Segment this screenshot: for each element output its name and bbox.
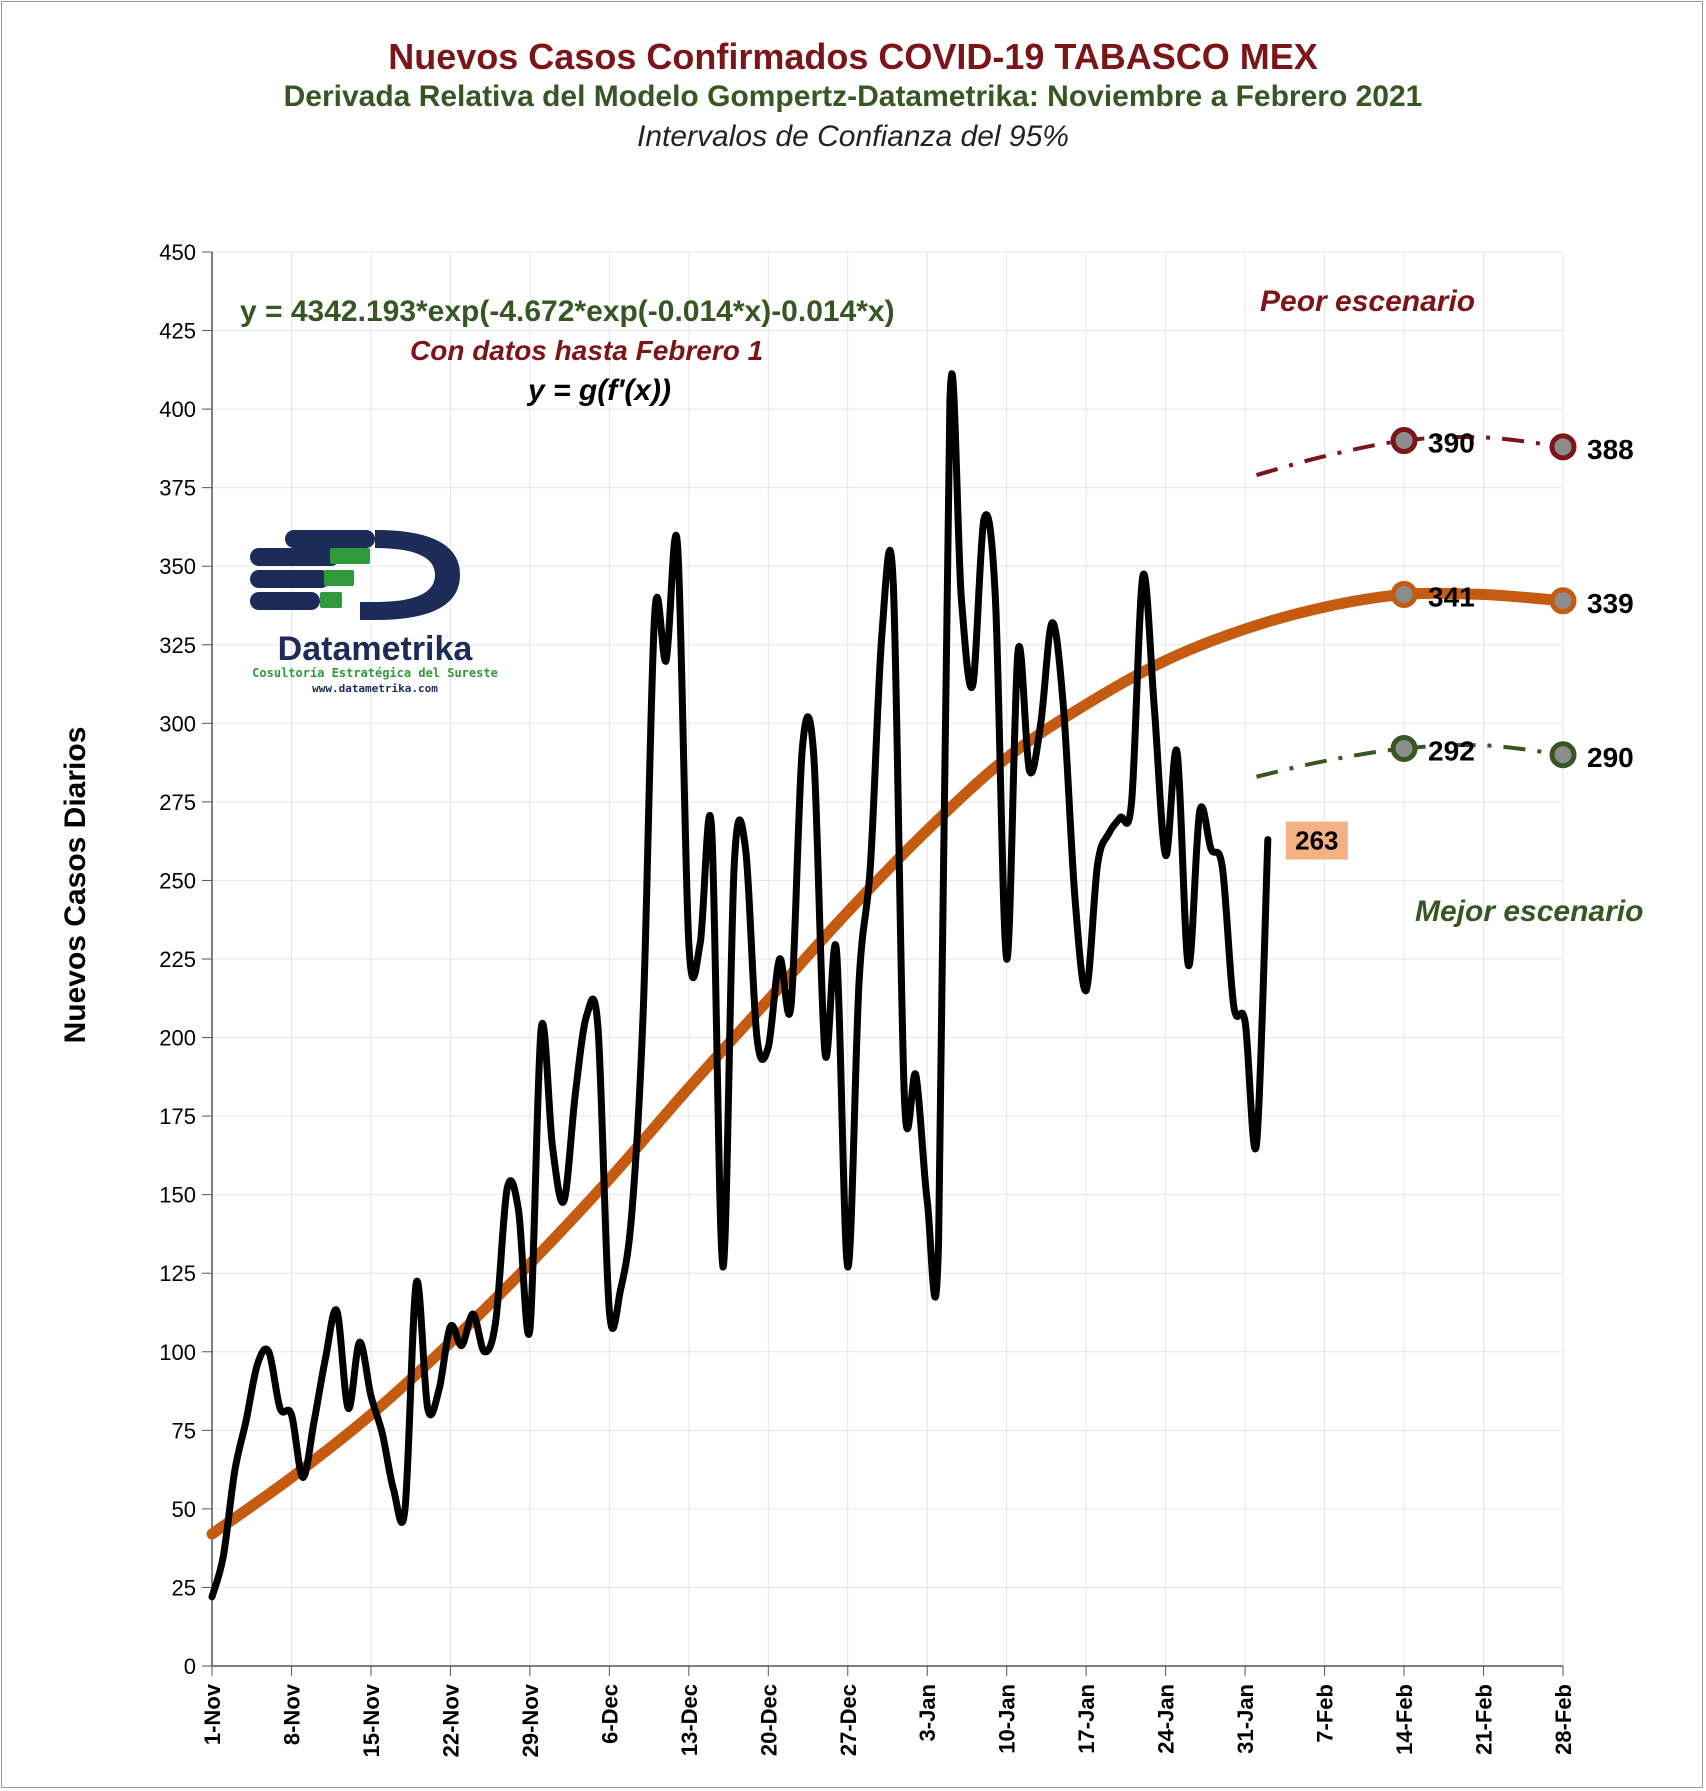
datametrika-logo: Datametrika Cosultoría Estratégica del S… bbox=[230, 520, 520, 695]
x-tick-label: 7-Feb bbox=[1313, 1684, 1338, 1743]
x-tick-label: 6-Dec bbox=[597, 1684, 622, 1744]
worst-scenario-label: Peor escenario bbox=[1260, 285, 1476, 318]
x-tick-label: 10-Jan bbox=[995, 1684, 1020, 1754]
y-tick-label: 100 bbox=[159, 1340, 196, 1365]
x-tick-label: 17-Jan bbox=[1074, 1684, 1099, 1754]
data-label: 390 bbox=[1428, 428, 1475, 459]
tick-labels: 0 25 50 75 100 125 150 175 200 225 250 275 300 325 350… bbox=[159, 240, 1633, 1757]
y-tick-label: 400 bbox=[159, 397, 196, 422]
model-marker bbox=[1549, 587, 1577, 615]
y-tick-label: 75 bbox=[172, 1418, 196, 1443]
y-tick-label: 200 bbox=[159, 1026, 196, 1051]
x-tick-label: 24-Jan bbox=[1154, 1684, 1179, 1754]
model-equation: y = 4342.193*exp(-4.672*exp(-0.014*x)-0.… bbox=[240, 295, 895, 328]
best-scenario-label: Mejor escenario bbox=[1415, 895, 1644, 928]
y-tick-label: 225 bbox=[159, 947, 196, 972]
y-tick-label: 150 bbox=[159, 1183, 196, 1208]
grid-lines bbox=[211, 251, 1564, 1667]
worst-marker bbox=[1390, 427, 1418, 455]
x-tick-label: 3-Jan bbox=[915, 1684, 940, 1741]
x-tick-label: 22-Nov bbox=[438, 1683, 463, 1757]
axes bbox=[202, 251, 1564, 1676]
x-tick-label: 21-Feb bbox=[1472, 1684, 1497, 1755]
y-tick-label: 50 bbox=[172, 1497, 196, 1522]
y-tick-label: 0 bbox=[184, 1654, 196, 1679]
logo-url: www.datametrika.com bbox=[312, 682, 438, 695]
y-tick-label: 450 bbox=[159, 240, 196, 265]
x-tick-label: 14-Feb bbox=[1392, 1684, 1417, 1755]
best-marker bbox=[1390, 734, 1418, 762]
y-tick-label: 425 bbox=[159, 319, 196, 344]
data-label: 388 bbox=[1587, 434, 1634, 465]
logo-mark-icon bbox=[250, 530, 460, 620]
x-tick-label: 20-Dec bbox=[756, 1684, 781, 1756]
chart-title: Nuevos Casos Confirmados COVID-19 TABASC… bbox=[388, 36, 1318, 77]
last-value-box bbox=[1285, 821, 1348, 860]
markers bbox=[1390, 427, 1577, 769]
chart-note: Intervalos de Confianza del 95% bbox=[637, 120, 1069, 153]
data-label: 339 bbox=[1587, 588, 1634, 619]
y-tick-label: 250 bbox=[159, 868, 196, 893]
worst-marker bbox=[1549, 433, 1577, 461]
x-tick-label: 13-Dec bbox=[677, 1684, 702, 1756]
x-tick-label: 8-Nov bbox=[279, 1683, 304, 1745]
x-tick-label: 1-Nov bbox=[200, 1683, 225, 1745]
data-label: 292 bbox=[1428, 735, 1475, 766]
formula-label: y = g(f'(x)) bbox=[528, 374, 671, 407]
chart-subtitle: Derivada Relativa del Modelo Gompertz-Da… bbox=[283, 80, 1423, 113]
y-tick-label: 175 bbox=[159, 1104, 196, 1129]
x-tick-label: 31-Jan bbox=[1233, 1684, 1258, 1754]
logo-tagline: Cosultoría Estratégica del Sureste bbox=[252, 666, 498, 680]
y-tick-label: 325 bbox=[159, 633, 196, 658]
y-tick-label: 375 bbox=[159, 476, 196, 501]
x-tick-label: 27-Dec bbox=[836, 1684, 861, 1756]
best-marker bbox=[1549, 741, 1577, 769]
logo-name: Datametrika bbox=[277, 630, 473, 668]
x-tick-label: 28-Feb bbox=[1551, 1684, 1576, 1755]
data-label: 290 bbox=[1587, 742, 1634, 773]
y-tick-label: 300 bbox=[159, 711, 196, 736]
data-note: Con datos hasta Febrero 1 bbox=[410, 335, 764, 366]
x-tick-label: 15-Nov bbox=[359, 1683, 384, 1757]
last-value-label: 263 bbox=[1295, 826, 1338, 856]
y-tick-label: 125 bbox=[159, 1261, 196, 1286]
data-label: 341 bbox=[1428, 582, 1475, 613]
model-curve bbox=[206, 587, 1569, 1540]
y-tick-label: 350 bbox=[159, 554, 196, 579]
observed-line bbox=[208, 370, 1272, 1601]
y-tick-label: 275 bbox=[159, 790, 196, 815]
y-tick-label: 25 bbox=[172, 1575, 196, 1600]
model-marker bbox=[1390, 581, 1418, 609]
x-tick-label: 29-Nov bbox=[518, 1683, 543, 1757]
